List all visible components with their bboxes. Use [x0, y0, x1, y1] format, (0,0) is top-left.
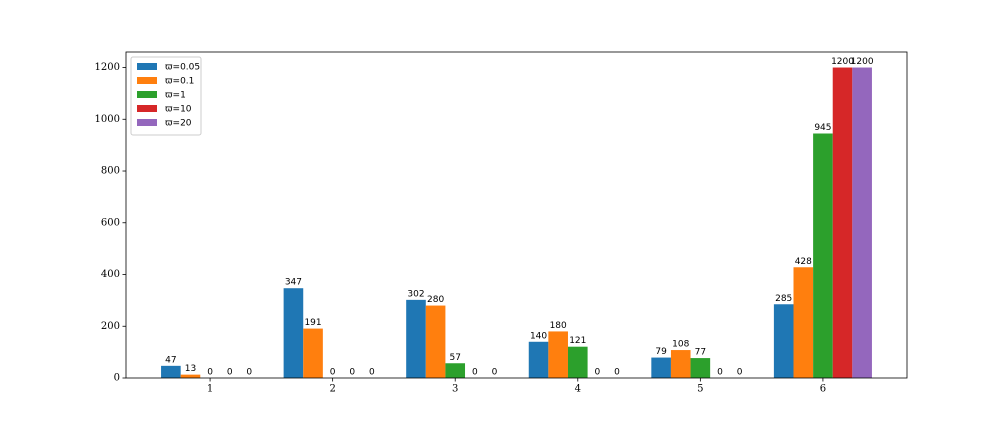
legend-label: ϖ=20 — [165, 119, 192, 129]
value-label: 79 — [655, 347, 667, 357]
bar — [528, 341, 549, 378]
y-tick-label: 200 — [101, 321, 120, 332]
bar — [793, 267, 814, 378]
bar — [161, 365, 181, 378]
value-label: 0 — [717, 368, 723, 378]
value-label: 140 — [530, 331, 547, 341]
bar — [852, 67, 872, 379]
value-label: 428 — [795, 257, 812, 267]
value-label: 0 — [330, 368, 336, 378]
legend-label: ϖ=1 — [165, 91, 186, 101]
bar — [548, 331, 568, 378]
bar — [445, 363, 466, 378]
value-label: 280 — [427, 295, 444, 305]
bar — [690, 358, 711, 378]
bar — [813, 133, 833, 378]
legend-swatch — [137, 91, 157, 98]
legend-label: ϖ=0.1 — [165, 77, 194, 87]
value-label: 180 — [550, 321, 567, 331]
bar — [283, 288, 304, 378]
y-tick-label: 600 — [101, 217, 120, 228]
value-label: 0 — [207, 368, 213, 378]
value-label: 57 — [449, 353, 460, 363]
bar — [832, 67, 853, 379]
legend-swatch — [137, 105, 157, 112]
legend-swatch — [137, 63, 157, 70]
value-label: 47 — [165, 355, 176, 365]
y-tick-label: 0 — [114, 373, 120, 384]
value-label: 108 — [672, 340, 689, 350]
bar — [670, 350, 691, 378]
value-label: 77 — [695, 348, 706, 358]
value-label: 347 — [285, 278, 302, 288]
bar — [773, 304, 794, 378]
value-label: 1200 — [831, 57, 854, 67]
legend: ϖ=0.05 ϖ=0.1 ϖ=1 ϖ=10 ϖ=20 — [130, 56, 202, 136]
value-label: 191 — [304, 318, 321, 328]
bar — [567, 346, 588, 378]
bar — [406, 299, 426, 378]
value-label: 285 — [775, 294, 792, 304]
x-tick-label: 1 — [207, 384, 213, 395]
bar — [303, 328, 323, 378]
x-tick-label: 3 — [452, 384, 458, 395]
bar — [651, 357, 671, 378]
x-tick-label: 2 — [329, 384, 335, 395]
value-label: 0 — [227, 368, 233, 378]
y-tick-label: 1000 — [95, 114, 120, 125]
legend-label: ϖ=0.05 — [165, 63, 200, 73]
x-tick-label: 6 — [820, 384, 826, 395]
plot-frame — [125, 51, 908, 379]
legend-swatch — [137, 119, 157, 126]
bar — [180, 374, 201, 378]
y-tick-label: 800 — [101, 166, 120, 177]
y-tick-label: 1200 — [95, 62, 120, 73]
value-label: 1200 — [851, 57, 874, 67]
legend-label: ϖ=10 — [165, 105, 192, 115]
value-label: 13 — [185, 364, 196, 374]
value-label: 121 — [569, 336, 586, 346]
legend-box — [130, 56, 202, 136]
y-tick-label: 400 — [101, 269, 120, 280]
value-label: 0 — [492, 368, 498, 378]
legend-swatch — [137, 77, 157, 84]
value-label: 0 — [737, 368, 743, 378]
bar — [425, 305, 446, 378]
value-label: 945 — [814, 123, 831, 133]
value-label: 0 — [349, 368, 355, 378]
value-label: 0 — [246, 368, 252, 378]
value-label: 0 — [614, 368, 620, 378]
value-label: 0 — [595, 368, 601, 378]
x-tick-label: 4 — [575, 384, 581, 395]
value-label: 0 — [369, 368, 375, 378]
x-tick-label: 5 — [697, 384, 703, 395]
value-label: 302 — [407, 289, 424, 299]
value-label: 0 — [472, 368, 478, 378]
